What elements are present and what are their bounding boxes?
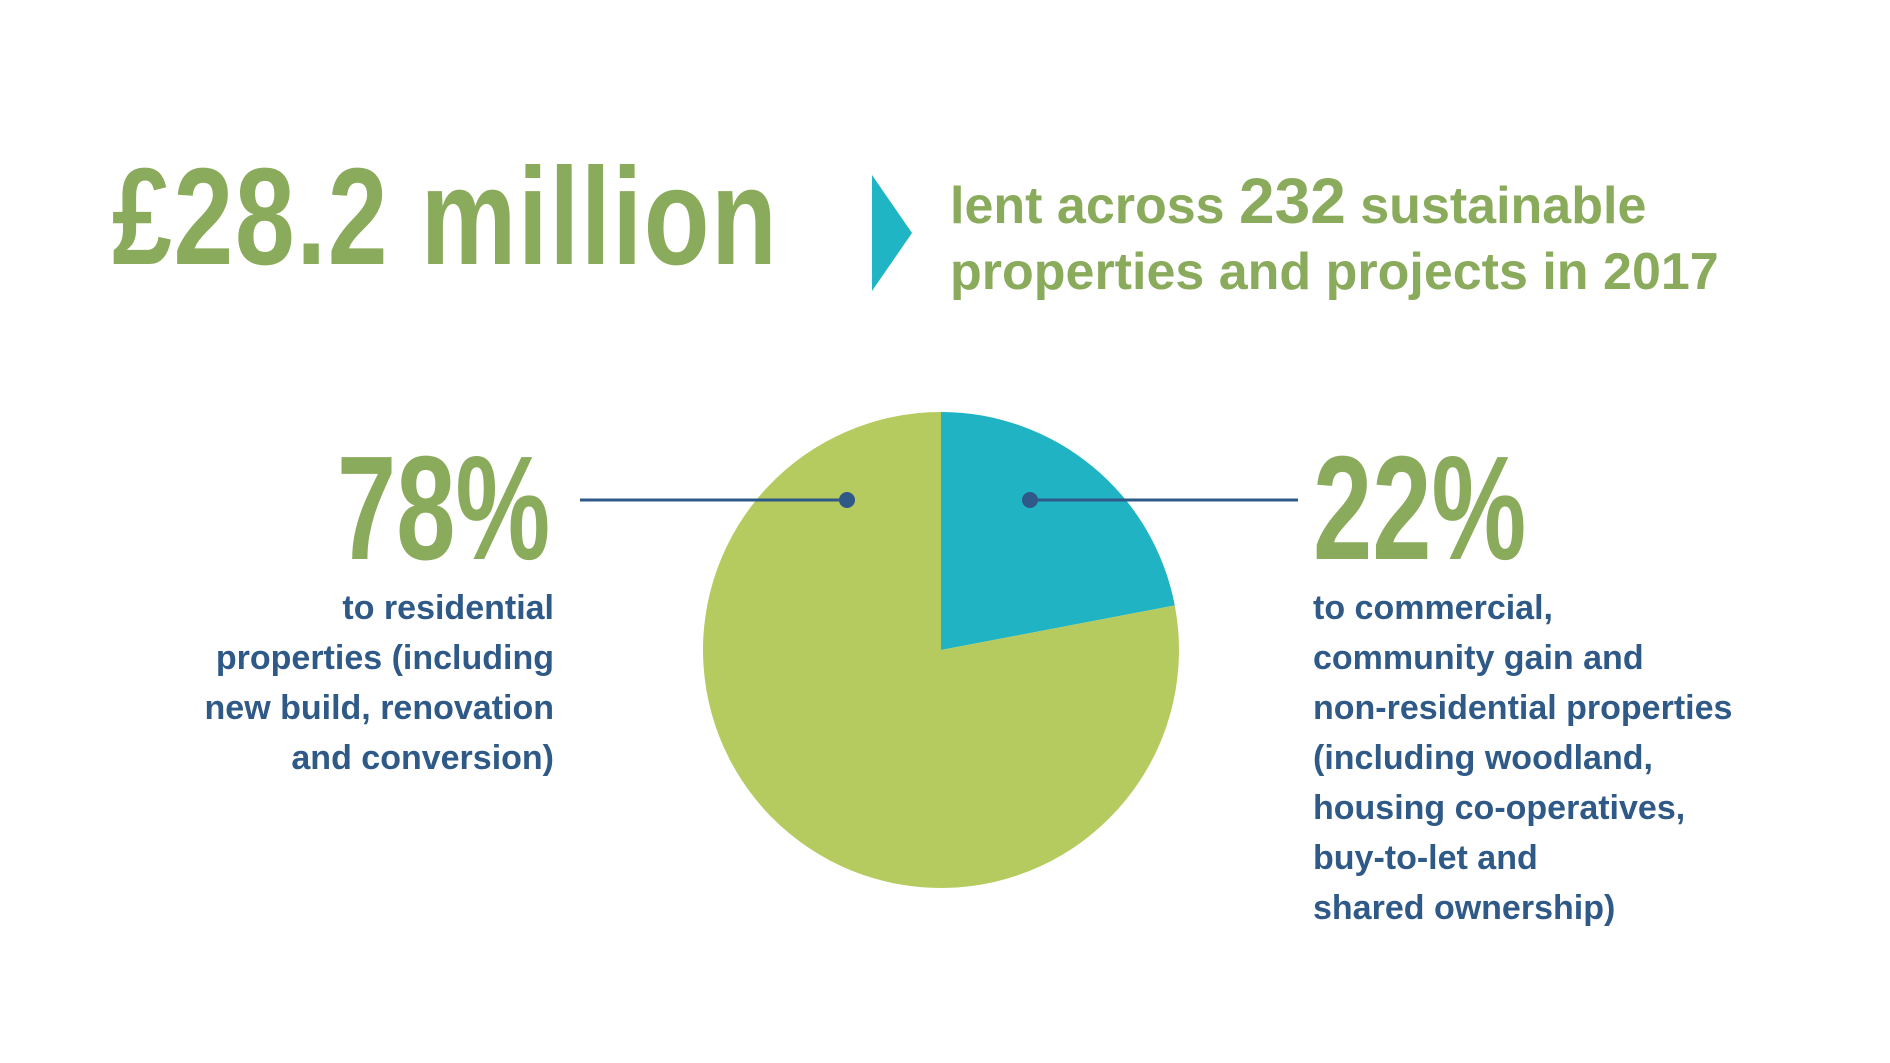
residential-desc-line: to residential <box>342 589 554 627</box>
residential-desc-line: properties (including <box>215 639 554 677</box>
commercial-desc-line: to commercial, <box>1313 589 1553 627</box>
residential-description: to residential properties (including new… <box>134 583 554 783</box>
commercial-desc-line: (including woodland, <box>1313 739 1653 777</box>
headline-amount: £28.2 million <box>112 140 779 294</box>
commercial-desc-line: buy-to-let and <box>1313 839 1538 877</box>
headline-description: lent across 232 sustainable properties a… <box>950 168 1719 305</box>
commercial-desc-line: community gain and <box>1313 639 1644 677</box>
headline-desc-line-2: properties and projects in 2017 <box>950 243 1719 301</box>
headline-desc-line-1: lent across 232 sustainable <box>950 168 1719 239</box>
arrow-right-icon <box>872 175 912 291</box>
residential-percentage: 78% <box>336 426 550 591</box>
residential-desc-line: new build, renovation <box>204 689 554 727</box>
leader-dot-commercial <box>1022 492 1038 508</box>
headline-desc-number: 232 <box>1239 165 1346 237</box>
commercial-desc-line: non-residential properties <box>1313 689 1733 727</box>
residential-desc-line: and conversion) <box>291 739 554 777</box>
pie-slice-commercial <box>941 412 1175 650</box>
headline-desc-part2: sustainable <box>1345 177 1647 235</box>
commercial-desc-line: shared ownership) <box>1313 889 1616 927</box>
pie-slice-residential <box>702 411 1179 889</box>
commercial-description: to commercial, community gain and non-re… <box>1313 583 1833 933</box>
leader-dot-residential <box>839 492 855 508</box>
commercial-desc-line: housing co-operatives, <box>1313 789 1686 827</box>
headline-desc-part1: lent across <box>950 177 1240 235</box>
commercial-percentage: 22% <box>1313 426 1527 591</box>
